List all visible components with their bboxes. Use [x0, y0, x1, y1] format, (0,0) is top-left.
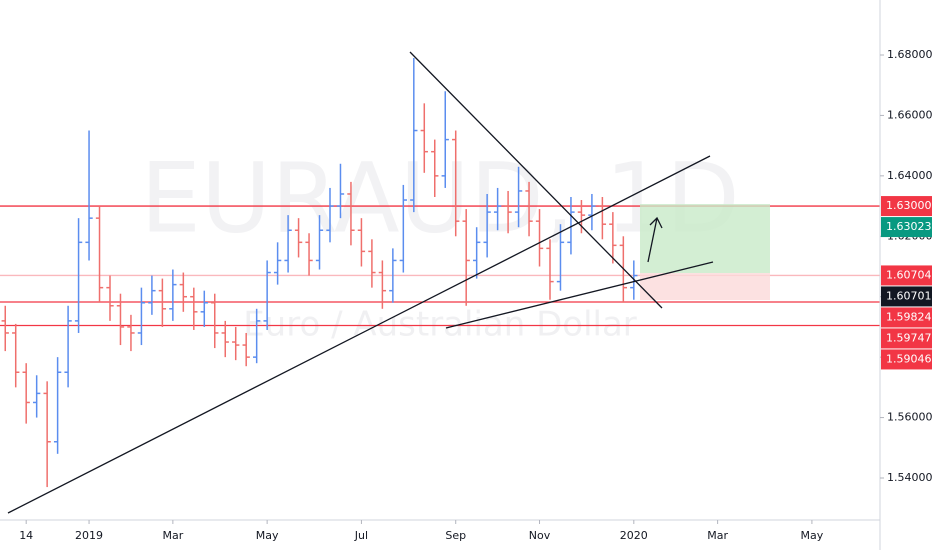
price-label: 1.59046	[886, 352, 932, 365]
trendline	[445, 261, 714, 329]
x-tick-label: 14	[19, 529, 33, 542]
price-label-box	[881, 265, 932, 286]
arrow	[647, 216, 663, 263]
price-label-box	[881, 196, 932, 217]
x-tick-label: 2019	[75, 529, 103, 542]
x-tick-label: Nov	[529, 529, 551, 542]
profit-zone	[640, 204, 770, 273]
loss-zone	[640, 273, 770, 300]
x-tick-label: May	[256, 529, 279, 542]
y-tick-label: 1.68000	[887, 48, 932, 61]
price-label: 1.60704	[886, 268, 932, 281]
price-label: 1.59747	[886, 331, 932, 344]
drawings	[7, 51, 714, 514]
x-tick-label: Mar	[707, 529, 728, 542]
price-label: 1.63000	[886, 199, 932, 212]
y-tick-label: 1.56000	[887, 411, 932, 424]
watermark-description: Euro / Australian Dollar	[243, 305, 637, 345]
price-label: 1.60701	[886, 289, 932, 302]
x-tick-label: May	[801, 529, 824, 542]
price-label-box	[881, 328, 932, 349]
axes: 1.540001.560001.580001.600001.620001.640…	[19, 48, 932, 542]
price-label: 1.63023	[886, 220, 932, 233]
bars	[1, 58, 638, 488]
price-label-box	[881, 307, 932, 328]
watermark-symbol: EURAUD, 1D	[140, 142, 740, 254]
trendline	[409, 51, 663, 309]
price-label-box	[881, 217, 932, 238]
price-label: 1.59824	[886, 310, 932, 323]
price-label-box	[881, 349, 932, 370]
x-tick-label: Mar	[162, 529, 183, 542]
x-tick-label: 2020	[620, 529, 648, 542]
x-tick-label: Sep	[445, 529, 466, 542]
y-tick-label: 1.64000	[887, 169, 932, 182]
x-tick-label: Jul	[354, 529, 368, 542]
y-tick-label: 1.54000	[887, 471, 932, 484]
price-label-box	[881, 286, 932, 307]
trendline	[7, 155, 711, 514]
y-tick-label: 1.66000	[887, 108, 932, 121]
